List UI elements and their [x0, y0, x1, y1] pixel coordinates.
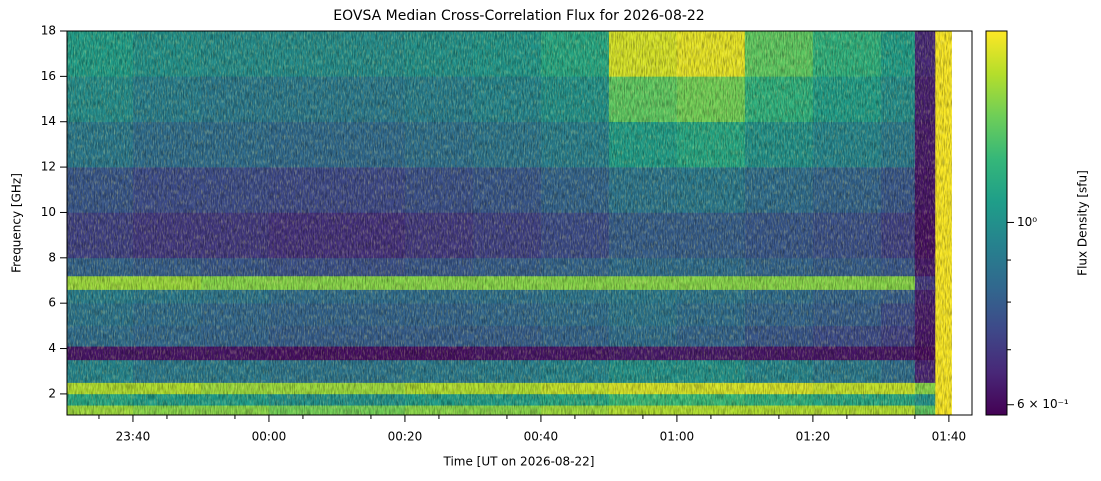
texture	[67, 31, 952, 415]
colorbar-tick-label: 6 × 10⁻¹	[1017, 397, 1069, 411]
y-tick-label: 14	[41, 114, 56, 128]
plot-frame	[66, 30, 973, 416]
y-tick-label: 6	[48, 296, 56, 310]
x-tick-label: 01:40	[932, 430, 967, 444]
y-tick-label: 18	[41, 24, 56, 38]
y-axis-label: Frequency [GHz]	[10, 173, 24, 273]
noise-light	[67, 31, 952, 415]
y-tick-label: 2	[48, 386, 56, 400]
colorbar-tick-label: 10⁰	[1017, 215, 1037, 229]
x-tick-label: 00:20	[388, 430, 423, 444]
x-tick-label: 23:40	[116, 430, 151, 444]
colorbar	[985, 30, 1008, 416]
y-tick-label: 8	[48, 250, 56, 264]
x-axis-label: Time [UT on 2026-08-22]	[443, 455, 595, 469]
chart-title: EOVSA Median Cross-Correlation Flux for …	[333, 8, 704, 24]
y-tick-label: 4	[48, 341, 56, 355]
x-tick-label: 00:00	[252, 430, 287, 444]
y-tick-label: 12	[41, 160, 56, 174]
y-tick-label: 10	[41, 205, 56, 219]
x-tick-label: 01:00	[660, 430, 695, 444]
x-tick-label: 01:20	[796, 430, 831, 444]
colorbar-label: Flux Density [sfu]	[1076, 170, 1090, 276]
x-tick-label: 00:40	[524, 430, 559, 444]
y-tick-label: 16	[41, 69, 56, 83]
